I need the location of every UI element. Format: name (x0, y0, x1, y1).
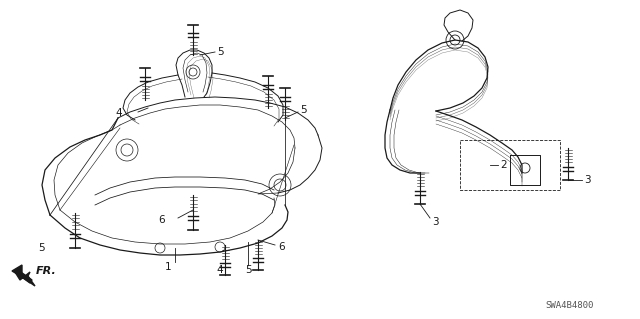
Text: 4: 4 (217, 265, 223, 275)
Text: FR.: FR. (36, 266, 57, 276)
Polygon shape (12, 265, 22, 277)
Text: 1: 1 (164, 262, 172, 272)
Text: 5: 5 (300, 105, 307, 115)
Text: 5: 5 (217, 47, 223, 57)
Text: 5: 5 (244, 265, 252, 275)
Polygon shape (16, 270, 32, 283)
Text: 6: 6 (278, 242, 285, 252)
Text: 3: 3 (584, 175, 591, 185)
Text: 5: 5 (38, 243, 45, 253)
Text: 2: 2 (500, 160, 507, 170)
Text: 6: 6 (158, 215, 165, 225)
Polygon shape (15, 272, 35, 286)
Text: 3: 3 (432, 217, 438, 227)
Text: SWA4B4800: SWA4B4800 (546, 300, 594, 309)
Text: 4: 4 (115, 108, 122, 118)
